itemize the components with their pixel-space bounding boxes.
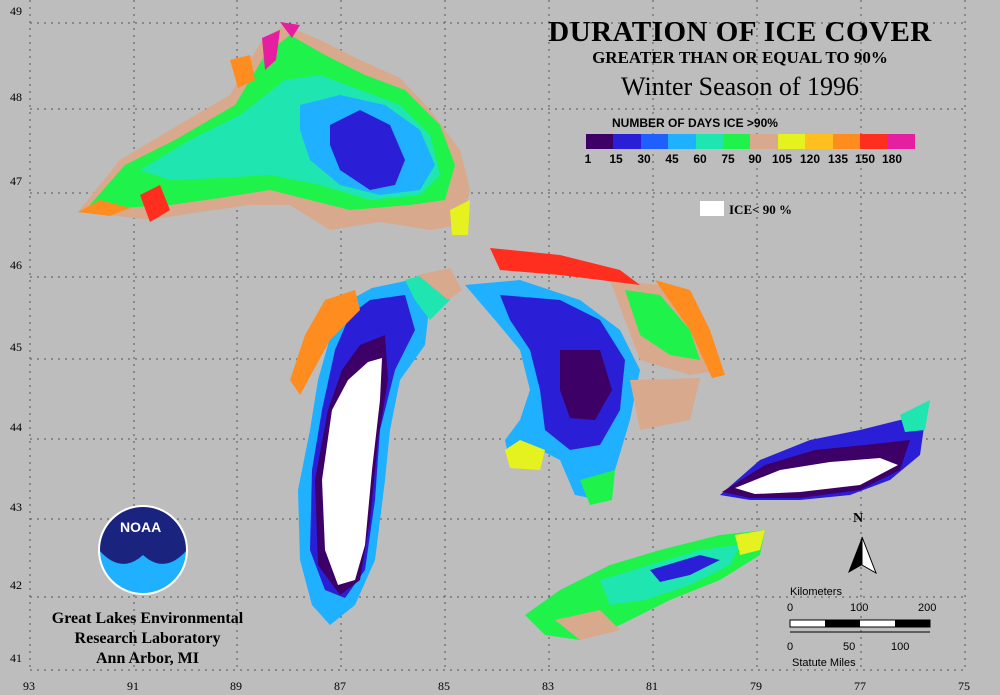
noaa-logo-text: NOAA (120, 519, 162, 535)
legend-swatch (586, 134, 614, 149)
legend-tick-label: 105 (771, 152, 793, 166)
longitude-label: 83 (542, 679, 554, 693)
legend-tick-label: 120 (799, 152, 821, 166)
legend-swatch (777, 134, 806, 149)
latitude-label: 43 (10, 500, 22, 514)
legend-swatch (887, 134, 915, 149)
institution-line-2: Research Laboratory (74, 630, 221, 647)
scale-mi-tick: 0 (787, 641, 794, 653)
noaa-logo (98, 505, 188, 595)
legend-tick-label: 75 (721, 152, 735, 166)
season-label: Winter Season of 1996 (621, 72, 859, 101)
latitude-label: 44 (10, 420, 22, 434)
lake-ontario (720, 400, 930, 500)
longitude-label: 79 (750, 679, 762, 693)
longitude-label: 93 (23, 679, 35, 693)
latitude-label: 45 (10, 340, 22, 354)
legend-swatch (722, 134, 751, 149)
legend-tick-label: 135 (827, 152, 849, 166)
scale-km-tick: 0 (787, 602, 794, 614)
longitude-label: 77 (854, 679, 866, 693)
longitude-label: 75 (958, 679, 970, 693)
institution-line-1: Great Lakes Environmental (51, 610, 244, 627)
legend-tick-label: 1 (584, 152, 592, 166)
legend-swatch (668, 134, 696, 149)
latitude-label: 47 (10, 174, 22, 188)
legend-tick-label: 60 (693, 152, 707, 166)
lake-erie (525, 530, 765, 640)
lake-superior (78, 22, 470, 235)
legend-swatch (805, 134, 833, 149)
north-arrow (848, 536, 877, 575)
legend-swatch (613, 134, 641, 149)
legend-swatch (832, 134, 860, 149)
legend-tick-label: 45 (665, 152, 679, 166)
legend-swatch (750, 134, 778, 149)
scale-mi-tick: 50 (843, 641, 856, 653)
legend-title: NUMBER OF DAYS ICE >90% (612, 116, 778, 130)
scale-km-tick: 200 (918, 602, 937, 614)
legend-tick-label: 150 (854, 152, 876, 166)
ice-label: ICE< 90 % (729, 202, 793, 217)
scale-mi-tick: 100 (891, 641, 910, 653)
scale-km-tick: 100 (850, 602, 869, 614)
ice-swatch (700, 201, 724, 216)
scale-bar (789, 619, 931, 633)
scale-km-label: Kilometers (790, 586, 842, 598)
legend-swatch (640, 134, 669, 149)
legend-tick-label: 30 (637, 152, 651, 166)
lake-huron (465, 248, 725, 505)
latitude-label: 46 (10, 258, 22, 272)
legend-swatch (695, 134, 723, 149)
longitude-label: 85 (438, 679, 450, 693)
legend-swatch (859, 134, 888, 149)
legend-swatches (586, 134, 915, 149)
longitude-label: 89 (230, 679, 242, 693)
longitude-label: 87 (334, 679, 346, 693)
map-subtitle: GREATER THAN OR EQUAL TO 90% (592, 48, 888, 67)
longitude-label: 91 (127, 679, 139, 693)
legend-tick-label: 90 (748, 152, 762, 166)
legend-tick-label: 180 (881, 152, 903, 166)
longitude-label: 81 (646, 679, 658, 693)
scale-mi-label: Statute Miles (792, 657, 856, 669)
north-label: N (853, 511, 864, 526)
lake-michigan (290, 268, 462, 625)
latitude-label: 41 (10, 651, 22, 665)
institution-line-3: Ann Arbor, MI (96, 650, 199, 667)
legend-tick-label: 15 (609, 152, 623, 166)
latitude-label: 49 (10, 4, 22, 18)
map-title: DURATION OF ICE COVER (548, 16, 932, 48)
latitude-label: 48 (10, 90, 22, 104)
legend-ticks: 1 15 30 45 60 75 90 105 120 135 150 180 (572, 152, 952, 166)
latitude-label: 42 (10, 578, 22, 592)
